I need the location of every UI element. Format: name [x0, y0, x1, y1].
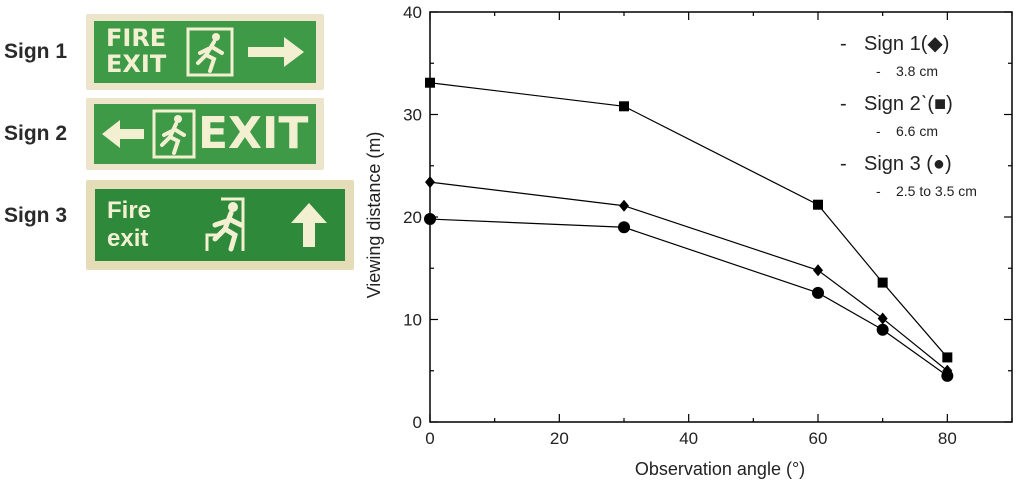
legend-dash: - [876, 183, 881, 199]
y-axis-label: Viewing distance (m) [364, 132, 384, 299]
data-point-diamond [425, 176, 435, 189]
data-point-square [942, 352, 953, 363]
sign-2-text: EXIT [198, 108, 309, 159]
up-arrow-icon [291, 203, 327, 247]
sign-1-label: Sign 1 [4, 40, 68, 63]
sign-2-panel: EXIT [94, 104, 316, 164]
legend-entry-note: 2.5 to 3.5 cm [896, 183, 977, 199]
data-point-circle [876, 323, 889, 336]
data-point-circle [941, 369, 954, 382]
chart-series [424, 77, 954, 382]
series-line-diamond [429, 181, 948, 372]
running-man-icon [152, 109, 196, 159]
data-point-diamond [619, 199, 629, 212]
sign-1-text-line2: EXIT [106, 50, 167, 78]
y-tick-label: 10 [403, 311, 422, 330]
data-point-circle [424, 213, 436, 226]
legend-entry-name: Sign 1(◆) [864, 33, 949, 55]
data-point-diamond [813, 264, 823, 277]
data-point-square [813, 199, 823, 210]
legend-dash: - [840, 153, 847, 175]
data-point-circle [618, 221, 630, 234]
running-man-icon [186, 27, 234, 77]
sign-3-text-line1: Fire [107, 197, 152, 224]
data-point-square [619, 101, 629, 112]
sign-2-label: Sign 2 [4, 122, 68, 145]
data-point-diamond [877, 312, 888, 325]
sign-1-image: FIRE EXIT [86, 14, 324, 90]
x-tick-label: 20 [550, 429, 569, 448]
y-tick-label: 0 [413, 413, 422, 432]
data-point-circle [812, 286, 824, 299]
data-point-square [425, 77, 435, 88]
x-tick-label: 60 [809, 429, 828, 448]
sign-2-image: EXIT [86, 98, 324, 170]
sign-3-label: Sign 3 [4, 204, 68, 227]
x-tick-label: 80 [938, 429, 957, 448]
legend-dash: - [840, 93, 847, 115]
series-diamond [425, 176, 953, 377]
legend-entry-note: 3.8 cm [896, 63, 938, 79]
series-line-square [429, 82, 948, 358]
y-tick-label: 20 [403, 208, 422, 227]
sign-1-text-line1: FIRE [106, 24, 167, 52]
legend-dash: - [876, 63, 881, 79]
sign-3-image: Fire exit [86, 180, 354, 270]
y-tick-label: 30 [403, 106, 422, 125]
series-circle [424, 213, 954, 382]
data-point-square [877, 277, 888, 288]
sign-3-panel: Fire exit [95, 189, 345, 261]
series-line-circle [429, 218, 948, 377]
x-tick-label: 40 [679, 429, 698, 448]
right-arrow-icon [248, 37, 304, 67]
sign-3-text-line2: exit [107, 225, 149, 252]
x-tick-label: 0 [425, 429, 434, 448]
legend-entry-name: Sign 2ˋ(■) [864, 93, 953, 115]
x-axis-label: Observation angle (°) [635, 459, 805, 479]
legend-entry-note: 6.6 cm [896, 123, 938, 139]
legend-dash: - [876, 123, 881, 139]
sign-1-panel: FIRE EXIT [94, 21, 316, 83]
running-man-icon [205, 197, 245, 252]
y-tick-label: 40 [403, 3, 422, 22]
chart-legend: - Sign 1(◆)- 3.8 cm- Sign 2ˋ(■)- 6.6 cm- Sign… [840, 33, 977, 199]
legend-dash: - [840, 33, 847, 55]
legend-entry-name: Sign 3 (●) [864, 153, 952, 175]
left-arrow-icon [102, 120, 144, 148]
series-square [425, 77, 953, 363]
